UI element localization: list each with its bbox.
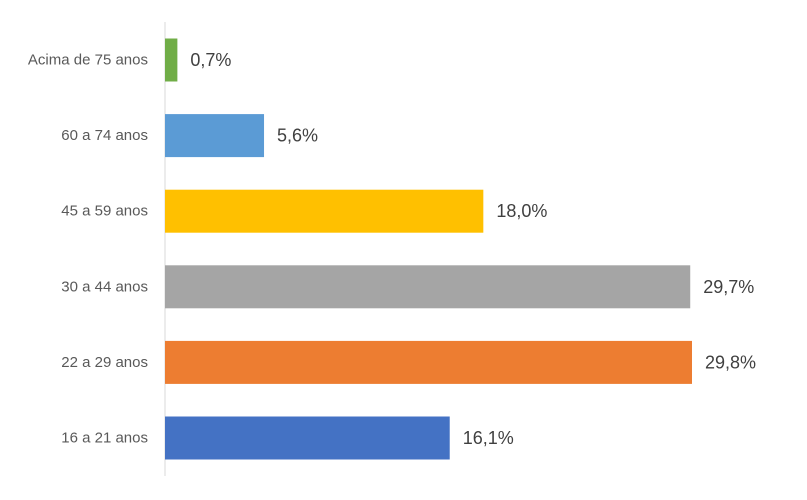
data-label: 29,8% xyxy=(705,352,756,372)
category-tick-label: Acima de 75 anos xyxy=(28,52,148,69)
bar xyxy=(165,416,450,460)
bar xyxy=(165,114,265,158)
category-tick-label: 60 a 74 anos xyxy=(61,127,148,144)
category-tick-label: 16 a 21 anos xyxy=(61,430,148,447)
category-tick-label: 22 a 29 anos xyxy=(61,354,148,371)
data-label: 29,7% xyxy=(703,277,754,297)
category-tick-label: 30 a 44 anos xyxy=(61,278,148,295)
data-label: 16,1% xyxy=(463,428,514,448)
bar xyxy=(165,189,484,233)
bar xyxy=(165,38,178,82)
category-tick-label: 45 a 59 anos xyxy=(61,203,148,220)
bar xyxy=(165,340,692,384)
data-label: 0,7% xyxy=(190,50,231,70)
data-label: 5,6% xyxy=(277,126,318,146)
bar xyxy=(165,265,691,309)
data-label: 18,0% xyxy=(496,201,547,221)
